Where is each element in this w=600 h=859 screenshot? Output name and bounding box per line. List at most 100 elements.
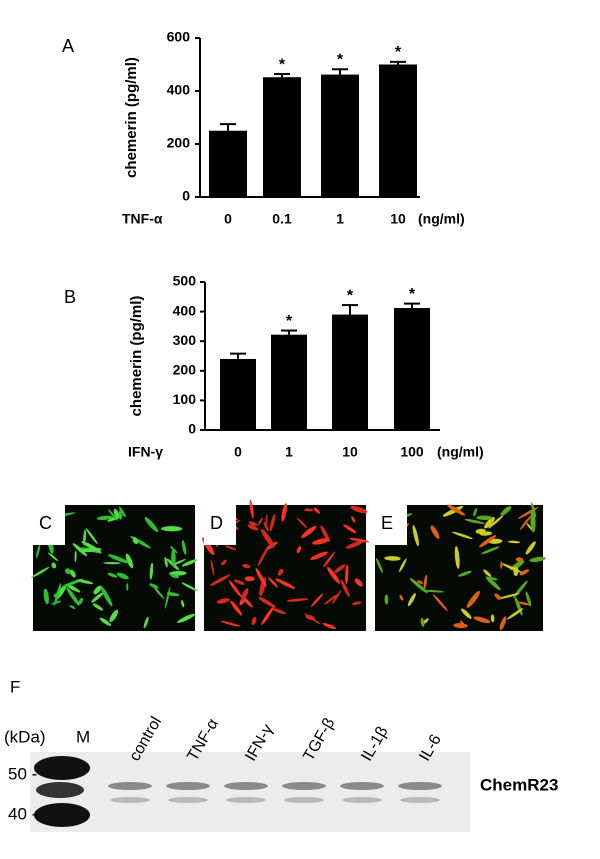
band <box>168 797 208 803</box>
cell <box>143 616 149 629</box>
cell <box>93 585 102 595</box>
cell <box>296 546 302 554</box>
cell <box>529 556 546 563</box>
cell <box>257 547 269 567</box>
cell <box>255 567 267 587</box>
target-label: ChemR23 <box>480 775 558 794</box>
y-axis-label: chemerin (pg/ml) <box>123 57 140 178</box>
cell <box>161 526 183 532</box>
cell <box>69 569 76 578</box>
marker-label: M <box>76 727 90 746</box>
cell <box>310 593 324 607</box>
cell <box>354 578 363 587</box>
x-tick-label: 10 <box>390 211 406 227</box>
bar <box>220 358 256 430</box>
cell <box>454 545 460 569</box>
cell <box>304 613 321 625</box>
label-box <box>375 505 407 545</box>
cell <box>107 572 118 578</box>
cell <box>170 573 180 579</box>
y-tick-label: 0 <box>188 421 196 437</box>
cell <box>494 593 502 600</box>
cell <box>310 551 328 560</box>
cell <box>384 594 389 605</box>
cell <box>220 620 241 627</box>
band <box>398 782 442 790</box>
cell <box>466 590 480 608</box>
band <box>284 797 324 803</box>
bar <box>209 130 247 197</box>
unit-label: (kDa) <box>4 727 46 746</box>
cell <box>103 561 121 565</box>
cell <box>484 517 495 529</box>
cell <box>269 514 276 532</box>
western-blot <box>30 752 470 832</box>
cell <box>113 508 119 518</box>
micrographs: C D E <box>31 499 546 631</box>
cell <box>432 594 448 612</box>
cell <box>430 525 440 539</box>
cell <box>241 588 249 601</box>
cell <box>99 617 112 626</box>
bar <box>394 308 430 430</box>
panel-label: E <box>381 513 393 533</box>
x-tick-label: 0.1 <box>272 211 292 227</box>
cell <box>126 583 129 591</box>
significance-mark: * <box>347 287 354 304</box>
cell <box>500 561 503 569</box>
cell <box>80 547 102 553</box>
cell <box>399 594 404 601</box>
cell <box>96 515 113 521</box>
x-axis-prefix: TNF-α <box>122 211 163 227</box>
cell <box>286 598 309 602</box>
cell <box>221 559 227 566</box>
cell <box>417 580 424 584</box>
cell <box>149 562 154 580</box>
cell <box>351 516 356 523</box>
x-tick-label: 0 <box>224 211 232 227</box>
cell <box>149 583 159 589</box>
y-tick-label: 200 <box>173 362 197 378</box>
cell <box>268 577 278 588</box>
panel-label: A <box>62 36 74 56</box>
band <box>110 797 150 803</box>
x-tick-label: 100 <box>400 444 424 460</box>
cell <box>384 556 401 561</box>
cell <box>301 525 317 539</box>
cell <box>72 543 88 557</box>
cell <box>327 566 340 584</box>
y-tick-label: 0 <box>182 188 190 204</box>
cell <box>409 577 428 594</box>
bar <box>332 314 368 430</box>
cell <box>275 578 296 589</box>
cell <box>277 568 284 576</box>
cell <box>166 592 180 597</box>
bar <box>379 64 417 197</box>
cell <box>66 584 81 593</box>
cell <box>420 617 425 627</box>
cell <box>164 586 171 609</box>
cell <box>331 590 342 605</box>
x-tick-label: 10 <box>342 444 358 460</box>
cell <box>181 600 185 608</box>
cell <box>340 579 350 598</box>
cell <box>447 504 466 516</box>
cell <box>118 506 126 518</box>
cell <box>249 499 254 519</box>
cell <box>43 588 49 605</box>
cell <box>265 514 268 525</box>
cell <box>261 528 275 548</box>
x-tick-label: 1 <box>336 211 344 227</box>
cell <box>263 521 269 532</box>
marker-band <box>34 803 90 827</box>
cell <box>345 564 349 585</box>
cell <box>76 579 94 584</box>
cell <box>171 548 176 568</box>
cell <box>153 586 165 599</box>
cell <box>525 591 532 607</box>
cell <box>118 510 123 520</box>
cell <box>78 597 84 605</box>
cell <box>530 510 536 533</box>
band <box>400 797 440 803</box>
cell <box>92 603 104 611</box>
